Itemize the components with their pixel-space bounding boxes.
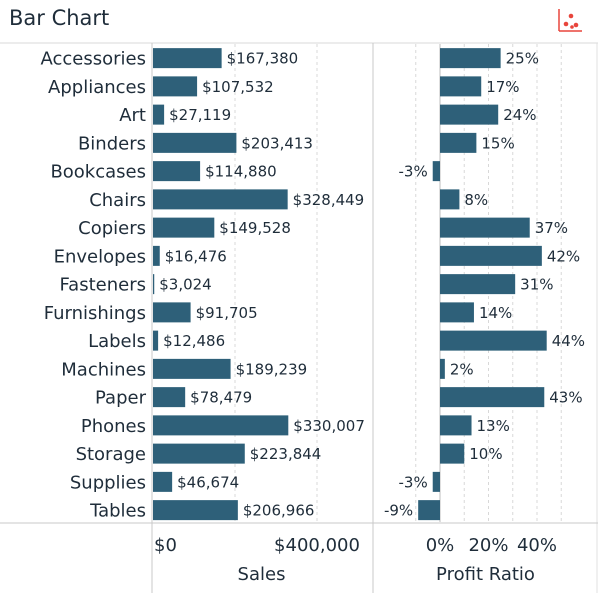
profit-ratio-bar-accessories[interactable] bbox=[440, 48, 501, 69]
profit-ratio-value-label-copiers: 37% bbox=[535, 219, 568, 237]
profit-ratio-bar-tables[interactable] bbox=[418, 500, 440, 521]
profit-ratio-bar-appliances[interactable] bbox=[440, 76, 482, 97]
profit-ratio-bar-supplies[interactable] bbox=[432, 471, 440, 492]
profit-ratio-value-label-labels: 44% bbox=[552, 332, 585, 350]
category-label-copiers: Copiers bbox=[78, 218, 146, 239]
category-label-supplies: Supplies bbox=[70, 472, 146, 493]
sales-bar-phones[interactable] bbox=[153, 415, 289, 436]
profit-ratio-value-label-accessories: 25% bbox=[506, 50, 539, 68]
category-label-bookcases: Bookcases bbox=[50, 162, 146, 183]
category-label-phones: Phones bbox=[81, 416, 146, 437]
sales-value-label-machines: $189,239 bbox=[236, 360, 308, 378]
profit-ratio-bar-storage[interactable] bbox=[440, 443, 465, 464]
sales-value-label-chairs: $328,449 bbox=[293, 191, 365, 209]
category-label-chairs: Chairs bbox=[89, 190, 146, 211]
sales-bar-fasteners[interactable] bbox=[153, 274, 155, 295]
profit-ratio-bar-fasteners[interactable] bbox=[440, 274, 516, 295]
profit-ratio-bar-machines[interactable] bbox=[440, 358, 445, 379]
profit-ratio-tick-label: 0% bbox=[426, 535, 455, 556]
sales-value-label-storage: $223,844 bbox=[250, 445, 322, 463]
category-label-tables: Tables bbox=[89, 501, 146, 522]
profit-ratio-bar-envelopes[interactable] bbox=[440, 245, 542, 266]
profit-ratio-value-label-phones: 13% bbox=[477, 417, 510, 435]
category-label-accessories: Accessories bbox=[41, 49, 147, 70]
sales-value-label-furnishings: $91,705 bbox=[196, 304, 258, 322]
axes: $0 $400,000 Sales 0% 20% 40% Profit Ratio bbox=[154, 535, 557, 585]
sales-value-label-art: $27,119 bbox=[169, 106, 231, 124]
sales-value-label-supplies: $46,674 bbox=[177, 473, 239, 491]
sales-bar-envelopes[interactable] bbox=[153, 245, 160, 266]
category-label-paper: Paper bbox=[95, 388, 147, 409]
sales-value-label-copiers: $149,528 bbox=[219, 219, 291, 237]
profit-ratio-tick-label: 20% bbox=[468, 535, 508, 556]
sales-bar-furnishings[interactable] bbox=[153, 302, 191, 323]
profit-ratio-value-label-binders: 15% bbox=[481, 134, 514, 152]
profit-ratio-value-label-supplies: -3% bbox=[399, 473, 428, 491]
category-label-art: Art bbox=[119, 105, 146, 126]
profit-ratio-tick-label: 40% bbox=[517, 535, 557, 556]
profit-ratio-value-label-paper: 43% bbox=[549, 389, 582, 407]
sales-bar-chairs[interactable] bbox=[153, 189, 288, 210]
category-label-labels: Labels bbox=[88, 331, 146, 352]
sales-value-label-accessories: $167,380 bbox=[227, 50, 299, 68]
sales-value-label-envelopes: $16,476 bbox=[165, 247, 227, 265]
profit-ratio-bar-chairs[interactable] bbox=[440, 189, 460, 210]
profit-ratio-value-label-chairs: 8% bbox=[464, 191, 488, 209]
sales-value-label-bookcases: $114,880 bbox=[205, 163, 277, 181]
sales-bar-accessories[interactable] bbox=[153, 48, 222, 69]
category-label-binders: Binders bbox=[78, 133, 146, 154]
sales-bar-paper[interactable] bbox=[153, 387, 186, 408]
sales-tick-label: $0 bbox=[154, 535, 177, 556]
category-label-appliances: Appliances bbox=[48, 77, 146, 98]
sales-bar-machines[interactable] bbox=[153, 358, 231, 379]
sales-bar-appliances[interactable] bbox=[153, 76, 198, 97]
profit-ratio-value-label-appliances: 17% bbox=[486, 78, 519, 96]
sales-bar-tables[interactable] bbox=[153, 500, 238, 521]
scatter-plot-icon[interactable] bbox=[556, 6, 584, 34]
sales-bar-art[interactable] bbox=[153, 104, 165, 125]
profit-ratio-value-label-bookcases: -3% bbox=[399, 163, 428, 181]
sales-bar-storage[interactable] bbox=[153, 443, 245, 464]
sales-value-label-binders: $203,413 bbox=[241, 134, 313, 152]
profit-ratio-axis-title: Profit Ratio bbox=[436, 564, 535, 585]
profit-ratio-value-label-tables: -9% bbox=[384, 502, 413, 520]
profit-ratio-bar-furnishings[interactable] bbox=[440, 302, 474, 323]
profit-ratio-value-label-machines: 2% bbox=[450, 360, 474, 378]
profit-ratio-value-label-storage: 10% bbox=[469, 445, 502, 463]
profit-ratio-bar-binders[interactable] bbox=[440, 132, 477, 153]
sales-value-label-appliances: $107,532 bbox=[202, 78, 274, 96]
sales-value-label-tables: $206,966 bbox=[243, 502, 315, 520]
category-label-storage: Storage bbox=[76, 444, 146, 465]
profit-ratio-bar-art[interactable] bbox=[440, 104, 499, 125]
profit-ratio-bars: 25% 17% 24% 15% -3% 8% 37% 42% 31% 14% 44% 2% 43% 13%… bbox=[384, 48, 585, 521]
profit-ratio-bar-paper[interactable] bbox=[440, 387, 545, 408]
sales-tick-label: $400,000 bbox=[274, 535, 360, 556]
sales-axis-title: Sales bbox=[238, 564, 286, 585]
profit-ratio-value-label-art: 24% bbox=[503, 106, 536, 124]
sales-bars: $167,380 $107,532 $27,119 $203,413 $114,880 $… bbox=[153, 48, 365, 521]
category-label-machines: Machines bbox=[61, 359, 146, 380]
sales-bar-copiers[interactable] bbox=[153, 217, 215, 238]
profit-ratio-bar-bookcases[interactable] bbox=[432, 161, 440, 182]
profit-ratio-bar-copiers[interactable] bbox=[440, 217, 530, 238]
sales-value-label-fasteners: $3,024 bbox=[159, 276, 212, 294]
category-label-fasteners: Fasteners bbox=[59, 275, 146, 296]
profit-ratio-bar-labels[interactable] bbox=[440, 330, 547, 351]
profit-ratio-value-label-fasteners: 31% bbox=[520, 276, 553, 294]
category-labels: Accessories Appliances Art Binders Bookcases… bbox=[41, 49, 147, 522]
sales-value-label-paper: $78,479 bbox=[190, 389, 252, 407]
profit-ratio-bar-phones[interactable] bbox=[440, 415, 472, 436]
sales-bar-supplies[interactable] bbox=[153, 471, 173, 492]
sales-value-label-phones: $330,007 bbox=[293, 417, 365, 435]
sales-value-label-labels: $12,486 bbox=[163, 332, 225, 350]
sales-bar-binders[interactable] bbox=[153, 132, 237, 153]
profit-ratio-value-label-envelopes: 42% bbox=[547, 247, 580, 265]
sales-bar-bookcases[interactable] bbox=[153, 161, 201, 182]
category-label-furnishings: Furnishings bbox=[44, 303, 146, 324]
profit-ratio-value-label-furnishings: 14% bbox=[479, 304, 512, 322]
sales-bar-labels[interactable] bbox=[153, 330, 159, 351]
category-label-envelopes: Envelopes bbox=[54, 246, 146, 267]
chart-title: Bar Chart bbox=[9, 6, 110, 30]
